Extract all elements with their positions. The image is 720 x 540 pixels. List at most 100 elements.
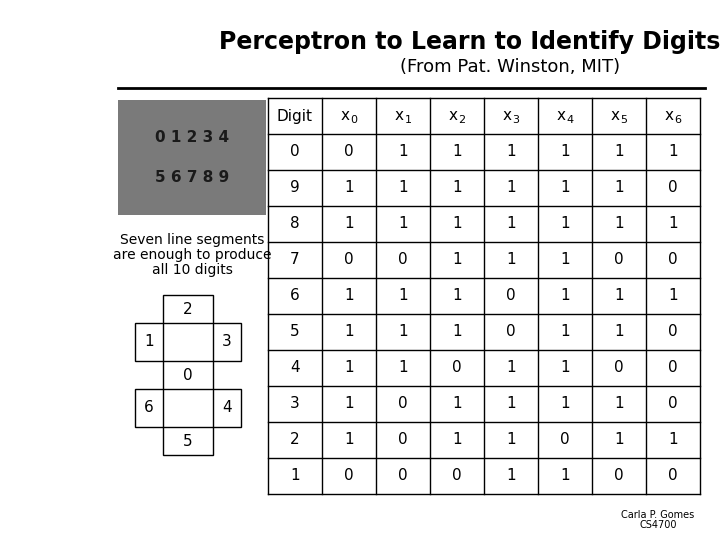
Bar xyxy=(135,389,163,427)
Text: 1: 1 xyxy=(290,469,300,483)
Text: all 10 digits: all 10 digits xyxy=(152,263,233,277)
Text: 0: 0 xyxy=(344,469,354,483)
Text: 1: 1 xyxy=(614,180,624,195)
Text: 0: 0 xyxy=(398,433,408,448)
Text: 1: 1 xyxy=(560,145,570,159)
Text: 0: 0 xyxy=(398,396,408,411)
Text: 1: 1 xyxy=(398,325,408,340)
Text: 3: 3 xyxy=(513,115,520,125)
Text: 6: 6 xyxy=(675,115,682,125)
Text: 1: 1 xyxy=(506,253,516,267)
Text: 1: 1 xyxy=(398,288,408,303)
Text: are enough to produce: are enough to produce xyxy=(113,248,271,262)
Text: 1: 1 xyxy=(614,217,624,232)
Text: 1: 1 xyxy=(506,396,516,411)
Text: 1: 1 xyxy=(452,288,462,303)
Text: 1: 1 xyxy=(614,325,624,340)
Text: 0: 0 xyxy=(668,469,678,483)
Text: 0: 0 xyxy=(668,325,678,340)
Text: 1: 1 xyxy=(560,469,570,483)
Text: x: x xyxy=(341,109,349,124)
Text: 0: 0 xyxy=(398,469,408,483)
Text: 1: 1 xyxy=(452,145,462,159)
Text: 1: 1 xyxy=(398,145,408,159)
Text: 0: 0 xyxy=(506,288,516,303)
Text: 1: 1 xyxy=(452,217,462,232)
Text: 3: 3 xyxy=(290,396,300,411)
Bar xyxy=(213,389,241,427)
Text: 0: 0 xyxy=(351,115,358,125)
Text: 5 6 7 8 9: 5 6 7 8 9 xyxy=(155,171,229,186)
Text: Carla P. Gomes: Carla P. Gomes xyxy=(621,510,695,520)
Text: 0: 0 xyxy=(452,469,462,483)
Text: 3: 3 xyxy=(222,334,232,349)
Text: 1: 1 xyxy=(560,217,570,232)
Text: 1: 1 xyxy=(614,145,624,159)
Text: 4: 4 xyxy=(290,361,300,375)
Text: Perceptron to Learn to Identify Digits: Perceptron to Learn to Identify Digits xyxy=(220,30,720,54)
Bar xyxy=(135,323,163,361)
Text: 1: 1 xyxy=(668,145,678,159)
Text: 1: 1 xyxy=(398,217,408,232)
Text: 1: 1 xyxy=(506,361,516,375)
Text: 5: 5 xyxy=(621,115,628,125)
Text: 0: 0 xyxy=(668,180,678,195)
Text: 0: 0 xyxy=(506,325,516,340)
Text: 6: 6 xyxy=(290,288,300,303)
Text: 1: 1 xyxy=(560,253,570,267)
Text: 0: 0 xyxy=(668,361,678,375)
Text: Digit: Digit xyxy=(277,109,313,124)
Text: 1: 1 xyxy=(452,325,462,340)
Text: 1: 1 xyxy=(344,396,354,411)
Text: x: x xyxy=(449,109,457,124)
Text: 0: 0 xyxy=(614,361,624,375)
Text: 0: 0 xyxy=(452,361,462,375)
Text: Seven line segments: Seven line segments xyxy=(120,233,264,247)
Text: 2: 2 xyxy=(290,433,300,448)
Text: 1: 1 xyxy=(506,217,516,232)
Text: 1: 1 xyxy=(668,433,678,448)
Text: CS4700: CS4700 xyxy=(639,520,677,530)
Text: 1: 1 xyxy=(452,180,462,195)
Text: 0: 0 xyxy=(290,145,300,159)
Text: 1: 1 xyxy=(614,433,624,448)
Text: 1: 1 xyxy=(344,217,354,232)
Bar xyxy=(163,427,213,455)
Text: 1: 1 xyxy=(344,361,354,375)
Bar xyxy=(163,361,213,389)
Bar xyxy=(213,323,241,361)
Text: 1: 1 xyxy=(398,361,408,375)
Text: 1: 1 xyxy=(506,433,516,448)
Text: 1: 1 xyxy=(344,325,354,340)
Text: 0: 0 xyxy=(668,253,678,267)
Text: 1: 1 xyxy=(452,253,462,267)
Text: 1: 1 xyxy=(344,433,354,448)
Bar xyxy=(163,295,213,323)
Text: 0: 0 xyxy=(398,253,408,267)
Text: 1: 1 xyxy=(668,217,678,232)
Text: x: x xyxy=(611,109,619,124)
Text: 1: 1 xyxy=(560,325,570,340)
Text: x: x xyxy=(665,109,673,124)
Text: 1: 1 xyxy=(506,145,516,159)
Text: 1: 1 xyxy=(614,288,624,303)
Text: 0: 0 xyxy=(344,253,354,267)
Text: 1: 1 xyxy=(405,115,412,125)
Text: 1: 1 xyxy=(560,361,570,375)
Text: 0 1 2 3 4: 0 1 2 3 4 xyxy=(155,131,229,145)
Text: 5: 5 xyxy=(290,325,300,340)
Text: 8: 8 xyxy=(290,217,300,232)
Text: 1: 1 xyxy=(452,433,462,448)
Text: 0: 0 xyxy=(614,253,624,267)
Text: x: x xyxy=(395,109,403,124)
Text: 1: 1 xyxy=(344,180,354,195)
Text: 1: 1 xyxy=(614,396,624,411)
Text: 1: 1 xyxy=(506,469,516,483)
Text: 0: 0 xyxy=(614,469,624,483)
Text: 1: 1 xyxy=(560,288,570,303)
Text: 1: 1 xyxy=(560,180,570,195)
Text: 5: 5 xyxy=(183,434,193,449)
Text: x: x xyxy=(503,109,511,124)
Text: 1: 1 xyxy=(344,288,354,303)
Text: (From Pat. Winston, MIT): (From Pat. Winston, MIT) xyxy=(400,58,620,76)
